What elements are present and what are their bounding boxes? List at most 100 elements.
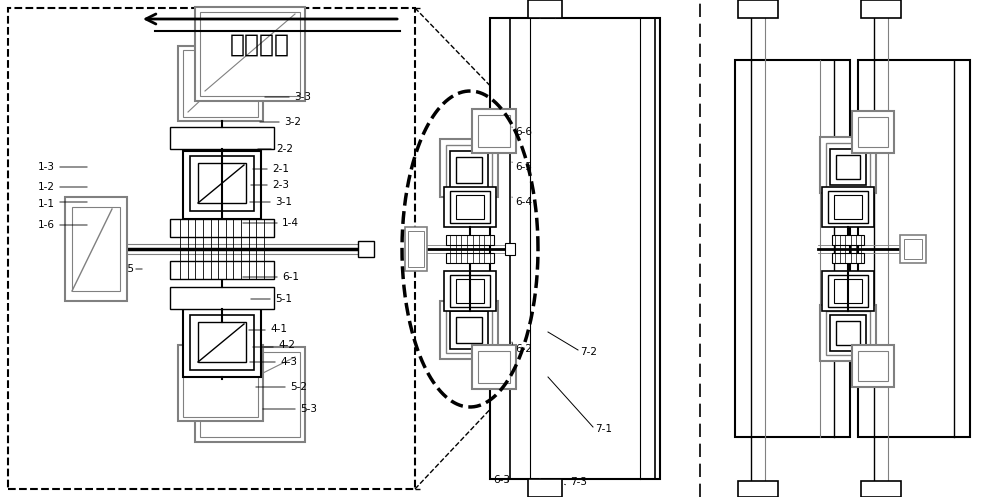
Bar xyxy=(822,187,874,227)
Bar xyxy=(836,155,860,179)
Bar xyxy=(738,481,778,497)
Bar xyxy=(178,345,263,421)
Bar xyxy=(183,50,258,117)
Bar xyxy=(832,235,864,245)
Bar xyxy=(472,109,516,153)
Bar xyxy=(200,352,300,437)
Bar xyxy=(456,195,484,219)
Bar xyxy=(450,151,488,189)
Text: 5-2: 5-2 xyxy=(290,382,307,392)
Text: 1-1: 1-1 xyxy=(38,199,55,209)
Bar xyxy=(200,12,300,96)
Bar xyxy=(446,235,494,245)
Text: 7-2: 7-2 xyxy=(580,347,597,357)
Bar xyxy=(490,18,660,479)
Bar xyxy=(178,46,263,121)
Bar xyxy=(834,195,862,219)
Bar xyxy=(456,279,484,303)
Text: 6-3: 6-3 xyxy=(493,475,510,485)
Bar xyxy=(195,7,305,101)
Text: 3-2: 3-2 xyxy=(284,117,301,127)
Bar xyxy=(858,351,888,381)
Text: 4-3: 4-3 xyxy=(280,357,297,367)
Text: 5-3: 5-3 xyxy=(300,404,317,414)
Bar xyxy=(836,321,860,345)
Bar xyxy=(170,261,274,279)
Bar xyxy=(170,127,274,149)
Bar xyxy=(830,315,866,351)
Bar xyxy=(828,191,868,223)
Bar xyxy=(528,479,562,497)
Bar xyxy=(528,0,562,18)
Bar xyxy=(408,231,424,267)
Text: 3-1: 3-1 xyxy=(275,197,292,207)
Bar xyxy=(444,271,496,311)
Bar xyxy=(450,191,490,223)
Bar xyxy=(826,311,870,355)
Text: 1-4: 1-4 xyxy=(282,218,299,228)
Bar xyxy=(446,145,492,191)
Bar xyxy=(8,8,415,489)
Text: 1-5: 1-5 xyxy=(118,264,135,274)
Bar xyxy=(820,305,876,361)
Text: 6-4: 6-4 xyxy=(515,197,532,207)
Text: 1-3: 1-3 xyxy=(38,162,55,172)
Bar xyxy=(861,0,901,18)
Bar xyxy=(170,219,274,237)
Bar xyxy=(478,351,510,383)
Bar xyxy=(828,275,868,307)
Text: 3-3: 3-3 xyxy=(294,92,311,102)
Text: 6-5: 6-5 xyxy=(515,162,532,172)
Bar xyxy=(505,243,515,255)
Bar xyxy=(472,345,516,389)
Bar xyxy=(183,309,261,377)
Text: 2-1: 2-1 xyxy=(272,164,289,174)
Text: 6-1: 6-1 xyxy=(282,272,299,282)
Bar xyxy=(405,227,427,271)
Bar xyxy=(826,143,870,187)
Text: 2-3: 2-3 xyxy=(272,180,289,190)
Text: 6-2: 6-2 xyxy=(515,344,532,354)
Bar xyxy=(832,253,864,263)
Text: 局部放大: 局部放大 xyxy=(230,33,290,57)
Bar xyxy=(830,149,866,185)
Bar xyxy=(183,151,261,219)
Bar xyxy=(834,279,862,303)
Bar xyxy=(446,253,494,263)
Bar xyxy=(900,235,926,263)
Bar xyxy=(440,301,498,359)
Bar xyxy=(852,345,894,387)
Bar xyxy=(738,0,778,18)
Text: 1-2: 1-2 xyxy=(38,182,55,192)
Bar xyxy=(198,163,246,203)
Bar xyxy=(450,311,488,349)
Text: 1-6: 1-6 xyxy=(38,220,55,230)
Bar xyxy=(450,275,490,307)
Bar xyxy=(190,315,254,370)
Bar xyxy=(735,60,850,437)
Text: 7-1: 7-1 xyxy=(595,424,612,434)
Bar xyxy=(478,115,510,147)
Bar xyxy=(852,111,894,153)
Text: 4-2: 4-2 xyxy=(278,340,295,350)
Bar xyxy=(190,156,254,211)
Text: 7-3: 7-3 xyxy=(570,477,587,487)
Text: 5-1: 5-1 xyxy=(275,294,292,304)
Bar xyxy=(861,481,901,497)
Bar xyxy=(446,307,492,353)
Bar xyxy=(72,207,120,291)
Bar xyxy=(456,157,482,183)
Text: 4-1: 4-1 xyxy=(270,324,287,334)
Bar xyxy=(440,139,498,197)
Bar xyxy=(820,137,876,193)
Bar xyxy=(195,347,305,442)
Text: 6-6: 6-6 xyxy=(515,127,532,137)
Bar xyxy=(65,197,127,301)
Text: 2-2: 2-2 xyxy=(276,144,293,154)
Bar xyxy=(170,287,274,309)
Bar xyxy=(456,317,482,343)
Bar xyxy=(198,322,246,362)
Bar xyxy=(858,117,888,147)
Bar xyxy=(822,271,874,311)
Bar xyxy=(183,349,258,417)
